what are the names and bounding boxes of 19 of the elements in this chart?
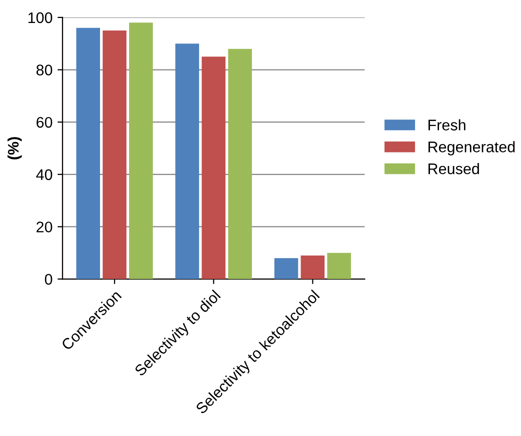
bar [327,252,351,280]
y-tick-label: 80 [36,64,52,76]
bar [274,258,298,280]
legend-label: Reused [428,163,479,174]
y-tick-label: 20 [36,222,52,232]
bar [102,30,126,280]
y-tick-label: 40 [36,169,52,180]
y-tick-label: 100 [28,12,52,24]
y-tick-label: 60 [36,116,52,128]
bar [129,22,153,280]
legend-label: Fresh [428,119,466,130]
bar [202,56,226,280]
bar [76,28,100,280]
legend-label: Regenerated [428,141,515,156]
y-tick-label: 0 [44,274,52,285]
bar [228,48,252,280]
bar [300,255,325,280]
y-axis-title: (%) [8,137,22,160]
bar [175,44,200,280]
